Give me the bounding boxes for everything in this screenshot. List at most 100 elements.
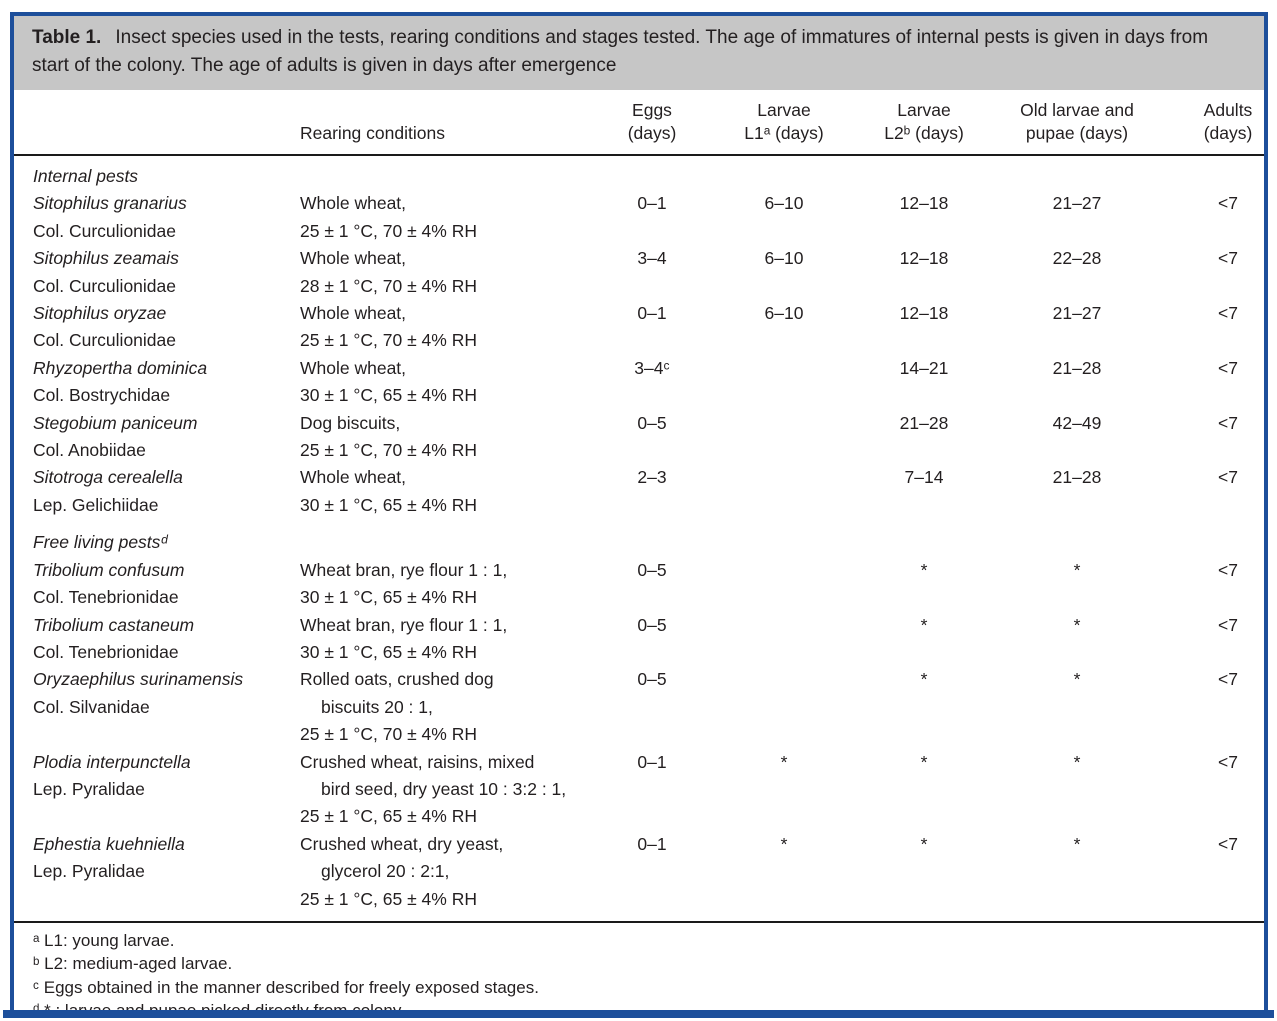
species-cell: Tribolium confusum Col. Tenebrionidae xyxy=(14,557,300,612)
species-cell: Plodia interpunctella Lep. Pyralidae xyxy=(14,749,300,831)
rearing-cell: Rolled oats, crushed dog biscuits 20 : 1,… xyxy=(300,666,592,748)
header-larvae-l2-line1: Larvae xyxy=(897,100,951,120)
adults-value: <7 xyxy=(1218,412,1238,433)
rearing-line: Wheat bran, rye flour 1 : 1, xyxy=(300,614,508,635)
header-larvae-l1: Larvae L1ᵃ (days) xyxy=(712,90,856,156)
adults-value: <7 xyxy=(1218,467,1238,488)
rearing-line: glycerol 20 : 2:1, xyxy=(321,861,450,882)
rearing-line: 28 ± 1 °C, 70 ± 4% RH xyxy=(300,275,477,296)
species-row: Stegobium paniceum Col. Anobiidae Dog bisc… xyxy=(14,410,1264,465)
footnote-b: ᵇ L2: medium-aged larvae. xyxy=(33,954,233,974)
adults-value: <7 xyxy=(1218,559,1238,580)
rearing-line: 25 ± 1 °C, 70 ± 4% RH xyxy=(300,724,477,745)
eggs-value: 3–4 xyxy=(637,248,667,269)
header-old-larvae-line2: pupae (days) xyxy=(1025,123,1129,143)
table-header: Rearing conditions Eggs (days) Larvae L1… xyxy=(14,90,1264,156)
eggs-value: 0–5 xyxy=(637,669,667,690)
species-row: Tribolium confusum Col. Tenebrionidae Whea… xyxy=(14,557,1264,612)
rearing-line: biscuits 20 : 1, xyxy=(321,696,433,717)
species-name: Tribolium castaneum xyxy=(33,614,195,635)
species-cell: Sitotroga cerealella Lep. Gelichiidae xyxy=(14,464,300,519)
larvae-l2-value: * xyxy=(920,751,928,772)
species-row: Sitotroga cerealella Lep. Gelichiidae Whol… xyxy=(14,464,1264,519)
rearing-line: Whole wheat, xyxy=(300,467,407,488)
species-family: Lep. Pyralidae xyxy=(33,778,145,799)
larvae-l2-value: 12–18 xyxy=(899,193,949,214)
rearing-line: Whole wheat, xyxy=(300,193,407,214)
species-row: Sitophilus oryzae Col. Curculionidae Whole… xyxy=(14,300,1264,355)
species-cell: Sitophilus granarius Col. Curculionidae xyxy=(14,190,300,245)
header-larvae-l2-line2: L2ᵇ (days) xyxy=(884,123,964,143)
species-row: Oryzaephilus surinamensis Col. Silvanidae… xyxy=(14,666,1264,748)
species-cell: Sitophilus oryzae Col. Curculionidae xyxy=(14,300,300,355)
header-eggs: Eggs (days) xyxy=(592,90,712,156)
header-row: Rearing conditions Eggs (days) Larvae L1… xyxy=(14,90,1264,156)
species-family: Col. Tenebrionidae xyxy=(33,587,179,608)
header-eggs-line2: (days) xyxy=(627,123,677,143)
species-name: Ephestia kuehniella xyxy=(33,833,185,854)
rearing-line: 30 ± 1 °C, 65 ± 4% RH xyxy=(300,385,477,406)
section-row: Internal pests xyxy=(14,155,1264,190)
rearing-cell: Whole wheat, 30 ± 1 °C, 65 ± 4% RH xyxy=(300,464,592,519)
header-adults-line1: Adults xyxy=(1203,100,1253,120)
larvae-l2-value: 7–14 xyxy=(904,467,944,488)
header-eggs-line1: Eggs xyxy=(632,100,672,120)
species-cell: Oryzaephilus surinamensis Col. Silvanidae xyxy=(14,666,300,748)
old-larvae-pupae-value: 21–28 xyxy=(1052,357,1102,378)
rearing-line: 25 ± 1 °C, 65 ± 4% RH xyxy=(300,888,477,909)
rearing-line: 25 ± 1 °C, 70 ± 4% RH xyxy=(300,220,477,241)
rearing-cell: Wheat bran, rye flour 1 : 1, 30 ± 1 °C, 6… xyxy=(300,557,592,612)
section-row: Free living pestsᵈ xyxy=(14,519,1264,556)
eggs-value: 0–5 xyxy=(637,412,667,433)
header-old-larvae-line1: Old larvae and xyxy=(1020,100,1134,120)
larvae-l2-value: * xyxy=(920,559,928,580)
rearing-cell: Whole wheat, 28 ± 1 °C, 70 ± 4% RH xyxy=(300,245,592,300)
adults-value: <7 xyxy=(1218,303,1238,324)
larvae-l2-value: 14–21 xyxy=(899,357,949,378)
adults-value: <7 xyxy=(1218,751,1238,772)
rearing-cell: Whole wheat, 25 ± 1 °C, 70 ± 4% RH xyxy=(300,190,592,245)
larvae-l1-value: 6–10 xyxy=(764,193,804,214)
footnote-a: ᵃ L1: young larvae. xyxy=(33,930,175,950)
old-larvae-pupae-value: 22–28 xyxy=(1052,248,1102,269)
table-body: Internal pests Sitophilus granarius Col. C… xyxy=(14,155,1264,913)
rearing-line: Rolled oats, crushed dog xyxy=(300,669,494,690)
species-cell: Ephestia kuehniella Lep. Pyralidae xyxy=(14,831,300,913)
header-old-larvae-pupae: Old larvae and pupae (days) xyxy=(992,90,1162,156)
rearing-line: Crushed wheat, dry yeast, xyxy=(300,833,504,854)
species-family: Col. Curculionidae xyxy=(33,275,176,296)
rearing-cell: Crushed wheat, dry yeast, glycerol 20 : 2… xyxy=(300,831,592,913)
larvae-l1-value xyxy=(712,612,856,667)
rearing-cell: Whole wheat, 30 ± 1 °C, 65 ± 4% RH xyxy=(300,355,592,410)
species-name: Sitophilus zeamais xyxy=(33,248,179,269)
eggs-value: 0–1 xyxy=(637,751,667,772)
larvae-l1-value: * xyxy=(780,833,788,854)
rearing-line: 25 ± 1 °C, 70 ± 4% RH xyxy=(300,440,477,461)
species-name: Plodia interpunctella xyxy=(33,751,191,772)
eggs-value: 0–5 xyxy=(637,559,667,580)
larvae-l2-value: * xyxy=(920,614,928,635)
adults-value: <7 xyxy=(1218,193,1238,214)
species-family: Col. Curculionidae xyxy=(33,220,176,241)
species-cell: Stegobium paniceum Col. Anobiidae xyxy=(14,410,300,465)
adults-value: <7 xyxy=(1218,357,1238,378)
insect-species-table: Rearing conditions Eggs (days) Larvae L1… xyxy=(14,90,1264,913)
header-rearing-conditions: Rearing conditions xyxy=(300,90,592,156)
rearing-cell: Crushed wheat, raisins, mixed bird seed, … xyxy=(300,749,592,831)
rearing-line: 30 ± 1 °C, 65 ± 4% RH xyxy=(300,587,477,608)
larvae-l1-value xyxy=(712,666,856,748)
species-row: Sitophilus zeamais Col. Curculionidae Whol… xyxy=(14,245,1264,300)
table-caption: Table 1. Insect species used in the tests… xyxy=(14,16,1264,90)
larvae-l2-value: * xyxy=(920,669,928,690)
rearing-line: Dog biscuits, xyxy=(300,412,401,433)
species-family: Col. Bostrychidae xyxy=(33,385,171,406)
header-species xyxy=(14,90,300,156)
header-larvae-l1-line2: L1ᵃ (days) xyxy=(744,123,824,143)
old-larvae-pupae-value: * xyxy=(1073,614,1081,635)
old-larvae-pupae-value: * xyxy=(1073,669,1081,690)
species-row: Sitophilus granarius Col. Curculionidae Wh… xyxy=(14,190,1264,245)
rearing-cell: Wheat bran, rye flour 1 : 1, 30 ± 1 °C, 6… xyxy=(300,612,592,667)
larvae-l1-value xyxy=(712,410,856,465)
rearing-line: 30 ± 1 °C, 65 ± 4% RH xyxy=(300,494,477,515)
footnote-d: ᵈ * : larvae and pupae picked directly f… xyxy=(33,999,1264,1010)
